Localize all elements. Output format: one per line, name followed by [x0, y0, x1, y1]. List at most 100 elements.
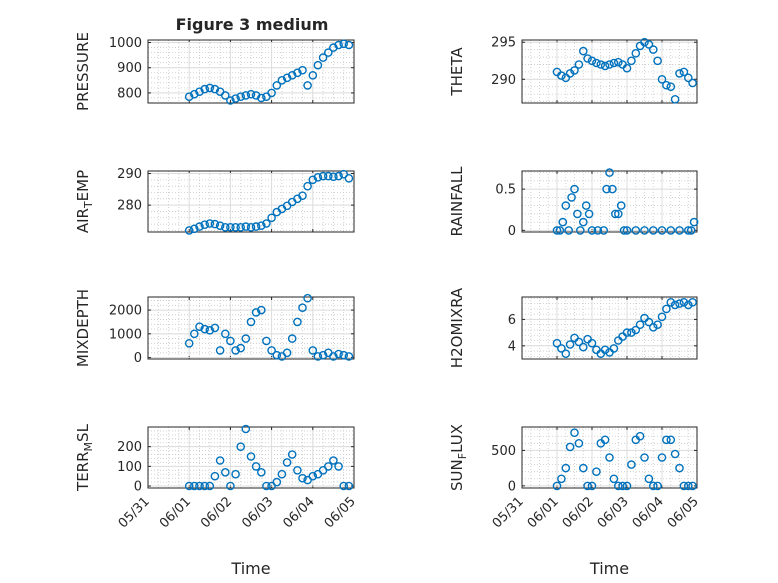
data-point [313, 352, 323, 361]
data-point [631, 325, 641, 335]
data-point [323, 462, 333, 471]
data-point [189, 89, 199, 99]
data-point [241, 222, 251, 231]
data-point [653, 320, 662, 330]
data-point [640, 37, 649, 47]
data-point [576, 226, 585, 235]
data-point [640, 226, 649, 235]
data-point [303, 81, 312, 90]
data-point [640, 453, 649, 462]
data-point [561, 349, 571, 359]
data-point [210, 471, 220, 481]
data-point [241, 334, 251, 343]
data-point [236, 343, 245, 353]
data-point [627, 328, 636, 337]
data-point [339, 481, 349, 491]
data-point [256, 93, 266, 103]
data-point [644, 40, 654, 49]
data-point [251, 308, 261, 317]
data-point [308, 175, 318, 185]
data-point [282, 348, 292, 358]
data-point [684, 226, 693, 235]
data-point [609, 344, 619, 353]
x-tick-label: 05/31 [116, 494, 153, 531]
data-point [344, 40, 354, 50]
data-point [686, 226, 696, 235]
data-point [600, 435, 610, 445]
data-point [557, 344, 566, 353]
data-point [587, 56, 597, 66]
data-point [205, 83, 215, 93]
data-point [293, 317, 302, 327]
data-point [593, 226, 603, 235]
data-point [600, 345, 610, 355]
data-point [618, 481, 627, 491]
data-point [662, 435, 671, 445]
data-point [313, 172, 323, 182]
data-point [567, 193, 576, 202]
data-point [684, 481, 693, 491]
data-point [256, 467, 266, 477]
data-point [579, 463, 588, 473]
y-tick-label: 295 [491, 36, 516, 51]
data-point [611, 209, 620, 219]
data-point [236, 92, 245, 101]
data-point [334, 349, 343, 359]
data-point [657, 312, 667, 322]
data-point [675, 299, 684, 308]
data-point [195, 481, 204, 491]
data-point [298, 303, 307, 313]
y-axis-label: MIXDEPTH [74, 289, 92, 367]
data-point [287, 450, 297, 459]
data-point [231, 469, 240, 479]
data-point [627, 460, 636, 469]
data-point [675, 226, 684, 235]
data-point [600, 61, 610, 71]
data-point [670, 300, 680, 310]
y-tick-label: 900 [117, 61, 142, 76]
data-point [564, 226, 574, 235]
data-point [574, 60, 584, 69]
data-point [189, 481, 199, 491]
data-point [561, 463, 571, 473]
data-point [184, 338, 194, 348]
data-point [298, 191, 307, 200]
y-tick-label: 0 [134, 351, 142, 366]
data-point [323, 48, 333, 57]
data-point [215, 221, 225, 230]
data-point [579, 342, 588, 352]
data-point [574, 438, 584, 448]
data-point [236, 222, 245, 232]
y-axis-label: RAINFALL [448, 166, 466, 237]
y-tick-label: 1000 [109, 36, 142, 51]
data-point [583, 481, 592, 491]
data-point [251, 462, 261, 471]
data-point [587, 338, 597, 348]
data-point [608, 184, 617, 194]
subplot-air-temp: 280 290 AIRTEMP [74, 167, 355, 235]
data-point [653, 56, 662, 66]
axes-outline [521, 39, 698, 104]
data-point [329, 456, 338, 465]
data-point [282, 73, 292, 83]
data-point [657, 226, 667, 235]
data-point [293, 68, 302, 78]
data-point [565, 340, 575, 349]
data-point [246, 317, 256, 327]
subplot-pressure: 800 900 1000 PRESSURE [74, 32, 355, 111]
y-axis-label: THETA [448, 47, 466, 97]
data-point [635, 320, 645, 330]
y-tick-label: 290 [491, 73, 516, 88]
data-point [318, 171, 328, 181]
x-tick-label: 06/04 [281, 494, 318, 531]
data-point [334, 171, 343, 181]
data-point [195, 222, 204, 231]
y-tick-label: 2000 [109, 304, 142, 319]
data-point [557, 474, 566, 484]
y-tick-label: 1000 [109, 327, 142, 342]
data-point [666, 297, 676, 307]
data-point [552, 226, 562, 235]
data-point [561, 201, 571, 210]
data-point [226, 336, 235, 346]
